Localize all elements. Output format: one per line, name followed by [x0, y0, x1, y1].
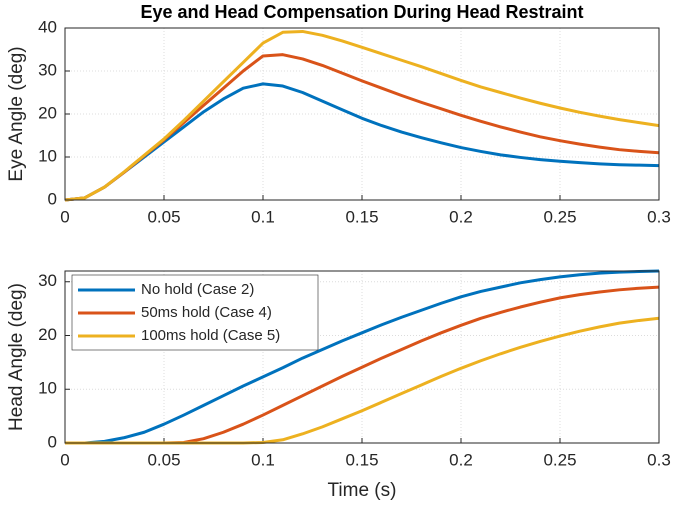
- x-tick-label: 0.1: [251, 450, 275, 469]
- x-tick-label: 0.25: [543, 207, 576, 226]
- y-tick-label: 40: [38, 17, 57, 36]
- y-tick-label: 20: [38, 325, 57, 344]
- data-line: [64, 29, 660, 202]
- x-tick-label: 0.25: [543, 450, 576, 469]
- y-axis-label: Eye Angle (deg): [6, 46, 27, 181]
- x-tick-label: 0.3: [647, 450, 671, 469]
- x-tick-label: 0.15: [345, 207, 378, 226]
- y-tick-label: 10: [38, 379, 57, 398]
- data-line: [65, 269, 660, 445]
- x-tick-label: 0.2: [449, 450, 473, 469]
- y-tick-label: 0: [48, 432, 57, 451]
- y-tick-label: 0: [48, 189, 57, 208]
- x-tick-label: 0.3: [647, 207, 671, 226]
- axes-box: [64, 270, 660, 444]
- x-tick-label: 0.1: [251, 207, 275, 226]
- axes-box: [64, 27, 660, 201]
- x-tick-label: 0: [60, 450, 69, 469]
- chart-title: Eye and Head Compensation During Head Re…: [140, 2, 583, 22]
- y-tick-label: 30: [38, 60, 57, 79]
- x-tick-label: 0.05: [147, 450, 180, 469]
- legend-label: No hold (Case 2): [141, 281, 254, 298]
- legend-label: 100ms hold (Case 5): [141, 327, 280, 344]
- x-tick-label: 0.05: [147, 207, 180, 226]
- x-tick-label: 0: [60, 207, 69, 226]
- x-axis-label: Time (s): [328, 480, 397, 501]
- x-tick-label: 0.15: [345, 450, 378, 469]
- legend-label: 50ms hold (Case 4): [141, 304, 272, 321]
- y-tick-label: 30: [38, 271, 57, 290]
- y-tick-label: 10: [38, 146, 57, 165]
- data-line: [64, 82, 660, 202]
- x-tick-label: 0.2: [449, 207, 473, 226]
- y-tick-label: 20: [38, 103, 57, 122]
- y-axis-label: Head Angle (deg): [6, 283, 27, 431]
